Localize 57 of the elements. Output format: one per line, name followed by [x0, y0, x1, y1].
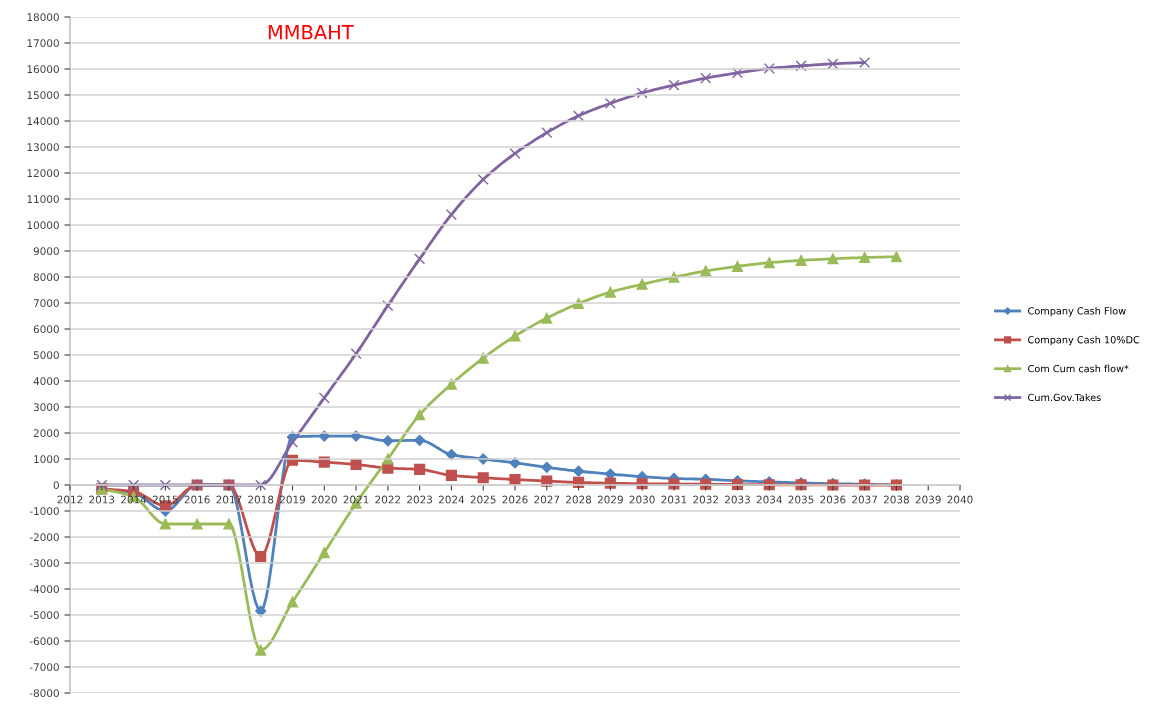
y-tick-label: -4000 [29, 585, 59, 594]
y-tick-label: -7000 [29, 663, 59, 672]
y-tick-label: 1000 [34, 455, 59, 464]
legend-label: Company Cash 10%DC [1028, 335, 1140, 346]
x-tick-label: 2030 [629, 495, 655, 504]
y-tick-label: 18000 [27, 13, 59, 22]
legend-label: Company Cash Flow [1028, 307, 1126, 317]
y-tick-label: 15000 [27, 91, 59, 100]
x-tick-label: 2029 [597, 495, 623, 504]
y-tick-label: 2000 [33, 429, 59, 438]
y-tick-label: 10000 [27, 221, 59, 230]
legend-label: Com Cum cash flow* [1028, 364, 1129, 373]
x-tick-label: 2031 [661, 495, 687, 504]
y-tick-label: 0 [53, 481, 59, 490]
y-tick-label: 5000 [33, 351, 59, 360]
y-tick-label: 6000 [33, 325, 59, 334]
y-tick-label: 11000 [27, 195, 59, 204]
x-tick-label: 2014 [121, 495, 147, 504]
x-tick-label: 2018 [248, 495, 274, 504]
x-tick-label: 2033 [725, 495, 750, 504]
x-tick-label: 2027 [534, 495, 560, 504]
x-tick-label: 2034 [756, 495, 782, 504]
y-tick-label: -3000 [29, 559, 59, 568]
x-tick-label: 2022 [375, 495, 401, 504]
x-tick-label: 2037 [852, 495, 878, 504]
y-tick-label: 17000 [27, 39, 59, 48]
y-tick-label: -8000 [29, 689, 59, 698]
x-tick-label: 2012 [57, 495, 83, 504]
x-tick-label: 2039 [915, 495, 941, 504]
y-tick-label: 7000 [33, 299, 59, 308]
chart-title: MMBAHT [268, 25, 354, 40]
x-tick-label: 2025 [470, 495, 496, 504]
x-tick-label: 2024 [438, 495, 465, 504]
legend-label: Cum.Gov.Takes [1028, 393, 1101, 402]
x-tick-label: 2016 [184, 495, 210, 504]
x-tick-label: 2040 [947, 495, 973, 504]
x-tick-label: 2035 [788, 495, 814, 504]
y-tick-label: 4000 [33, 377, 59, 386]
x-tick-label: 2036 [820, 495, 846, 504]
y-tick-label: -1000 [29, 507, 59, 516]
y-tick-label: 3000 [33, 403, 59, 412]
y-tick-label: 8000 [33, 273, 59, 282]
y-tick-label: 16000 [27, 65, 59, 74]
x-tick-label: 2013 [89, 495, 115, 504]
y-tick-label: -2000 [29, 533, 59, 542]
x-tick-label: 2038 [883, 495, 909, 504]
x-tick-label: 2032 [693, 495, 718, 504]
x-tick-label: 2026 [502, 495, 528, 504]
y-tick-label: 14000 [27, 117, 59, 126]
y-tick-label: -5000 [29, 611, 59, 620]
x-tick-label: 2023 [407, 495, 433, 504]
y-tick-label: 12000 [27, 169, 59, 178]
y-tick-label: -6000 [29, 637, 59, 646]
y-tick-label: 9000 [33, 247, 59, 256]
x-tick-label: 2020 [311, 495, 337, 504]
x-tick-label: 2028 [566, 495, 592, 504]
y-tick-label: 13000 [27, 143, 59, 152]
